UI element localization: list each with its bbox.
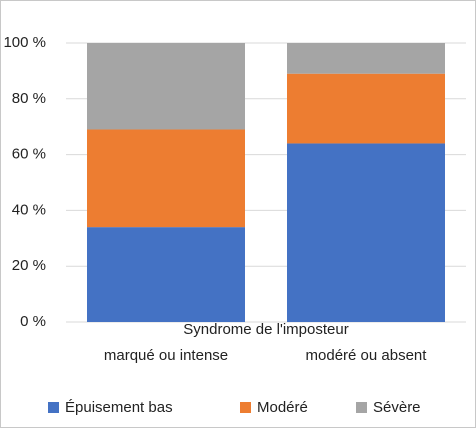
x-tick-label: modéré ou absent	[306, 347, 428, 364]
legend-swatch	[240, 402, 251, 413]
legend-label: Sévère	[373, 399, 421, 416]
legend-label: Épuisement bas	[65, 399, 173, 416]
bar-segment	[287, 43, 445, 74]
bar-segment	[87, 43, 245, 130]
x-axis-title: Syndrome de l'imposteur	[183, 321, 348, 338]
bar-segment	[87, 129, 245, 228]
bar-segment	[287, 73, 445, 144]
legend-label: Modéré	[257, 399, 308, 416]
bar-segment	[87, 227, 245, 322]
y-tick-label: 0 %	[20, 313, 46, 330]
x-tick-label: marqué ou intense	[104, 347, 228, 364]
legend-swatch	[356, 402, 367, 413]
bar-segment	[287, 143, 445, 322]
legend-swatch	[48, 402, 59, 413]
y-tick-label: 100 %	[3, 34, 46, 51]
y-tick-label: 80 %	[12, 90, 46, 107]
y-tick-label: 20 %	[12, 257, 46, 274]
y-tick-label: 40 %	[12, 201, 46, 218]
y-tick-label: 60 %	[12, 146, 46, 163]
